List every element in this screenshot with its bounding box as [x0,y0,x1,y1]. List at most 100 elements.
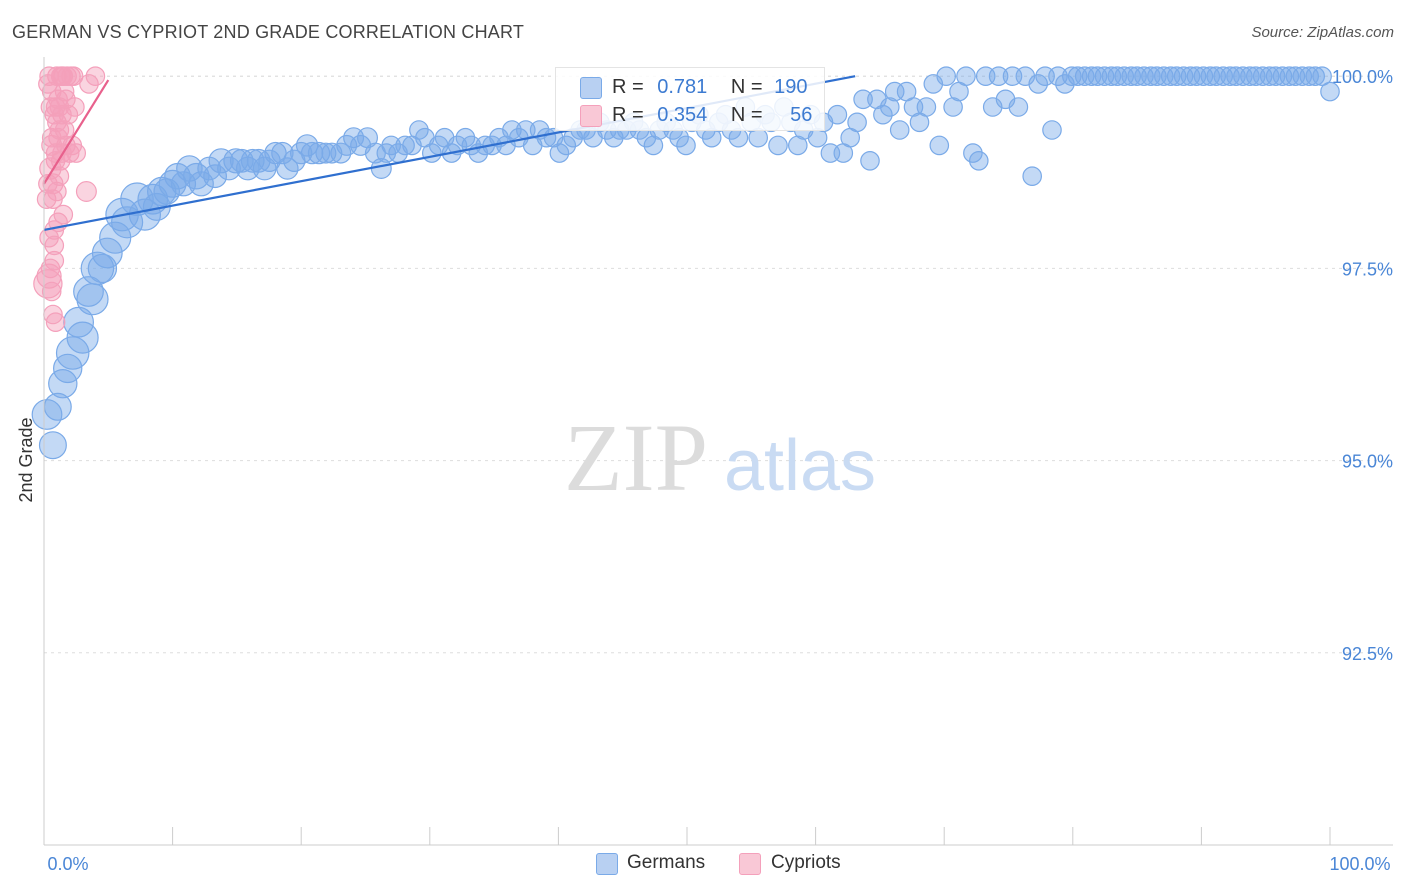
y-tick-label: 100.0% [1332,67,1393,87]
watermark-atlas: atlas [724,426,876,506]
german-point [80,251,115,286]
german-point [188,171,214,197]
german-point [315,142,337,164]
cypriot-point [44,235,65,256]
german-point [1008,97,1029,117]
german-point [1042,120,1062,140]
cypriot-point [48,127,68,148]
german-point [120,182,154,217]
axes: 92.5% 95.0% 97.5% 100.0% [43,57,1393,846]
cypriots-n-value: 56 [790,104,813,126]
cypriot-point [53,204,74,225]
german-point [1246,66,1266,86]
german-point [1285,66,1306,86]
german-point [217,156,241,181]
german-point [748,127,768,148]
source-credit: Source: ZipAtlas.com [1251,24,1394,41]
bottom-legend-germans: Germans [627,852,706,873]
chart-title: GERMAN VS CYPRIOT 2ND GRADE CORRELATION … [12,22,525,42]
german-point [968,151,989,171]
german-point [1305,66,1325,86]
cypriot-point [45,312,66,332]
german-point [395,135,415,156]
cypriot-point [44,104,65,125]
german-point [860,151,880,171]
cypriots-r-label: R = [612,104,644,126]
stats-legend: R = 0.781 N = 190 R = 0.354 N = 56 [555,67,825,131]
x-tick-label-min: 0.0% [47,854,88,874]
german-point [1320,81,1340,102]
german-point [643,135,664,156]
german-point [1226,66,1246,86]
german-point [1186,66,1207,86]
german-point [170,171,197,197]
german-point [240,148,265,173]
germans-swatch [580,77,602,99]
german-point [76,283,109,316]
y-tick-label: 97.5% [1342,259,1393,279]
cypriot-point [41,281,62,302]
german-point [55,336,90,370]
german-point [853,89,873,110]
german-point [1022,166,1042,186]
german-point [879,97,900,117]
germans-r-label: R = [612,76,644,98]
cypriots-r-value: 0.354 [657,104,708,126]
german-point [916,97,937,117]
german-point [1107,66,1128,86]
german-point [1265,66,1286,86]
german-point [956,66,976,86]
german-point [307,141,331,165]
legend-row-cypriots: R = 0.354 N = 56 [580,104,813,127]
legend-row-germans: R = 0.781 N = 190 [580,76,808,99]
cypriot-point [49,166,70,186]
german-point [768,135,788,156]
cypriots-swatch [580,105,602,127]
watermark-zip: ZIP [564,404,708,511]
germans-r-value: 0.781 [657,76,708,98]
german-point [203,164,228,189]
germans-n-value: 190 [774,76,808,98]
german-point [549,143,570,163]
german-point [153,178,180,205]
cypriot-point [58,104,79,125]
y-tick-label: 95.0% [1342,452,1393,472]
german-point [1067,66,1088,86]
german-point [873,104,893,125]
german-point [827,104,848,125]
german-point [502,120,522,140]
german-point [66,321,99,354]
cypriots-n-label: N = [730,104,763,126]
german-point [1028,74,1048,94]
y-axis-label: 2nd Grade [16,417,36,502]
german-point [847,112,867,133]
german-point [889,120,910,140]
cypriot-point [63,66,84,86]
german-point [676,135,696,156]
german-point [1087,66,1108,86]
german-point [936,66,956,86]
german-point [1048,66,1068,86]
cypriot-trend-line [43,79,110,185]
german-point [1206,66,1226,86]
cypriot-point [66,143,86,163]
germans-n-label: N = [730,76,763,98]
german-point [381,135,401,156]
german-point [110,206,144,239]
german-point [556,135,577,156]
data-points [31,66,1340,460]
german-point [1127,66,1147,86]
cypriot-point [85,66,106,86]
cypriot-point [48,89,68,110]
german-point [728,127,749,148]
german-point [929,135,950,156]
cypriot-point [44,250,65,271]
cypriot-point [79,74,99,94]
german-point [1166,66,1187,86]
bottom-legend-cypriots-swatch [739,853,761,875]
cypriot-point [65,97,85,117]
german-point [1147,66,1167,86]
bottom-legend-germans-swatch [596,853,618,875]
german-point [264,141,287,165]
